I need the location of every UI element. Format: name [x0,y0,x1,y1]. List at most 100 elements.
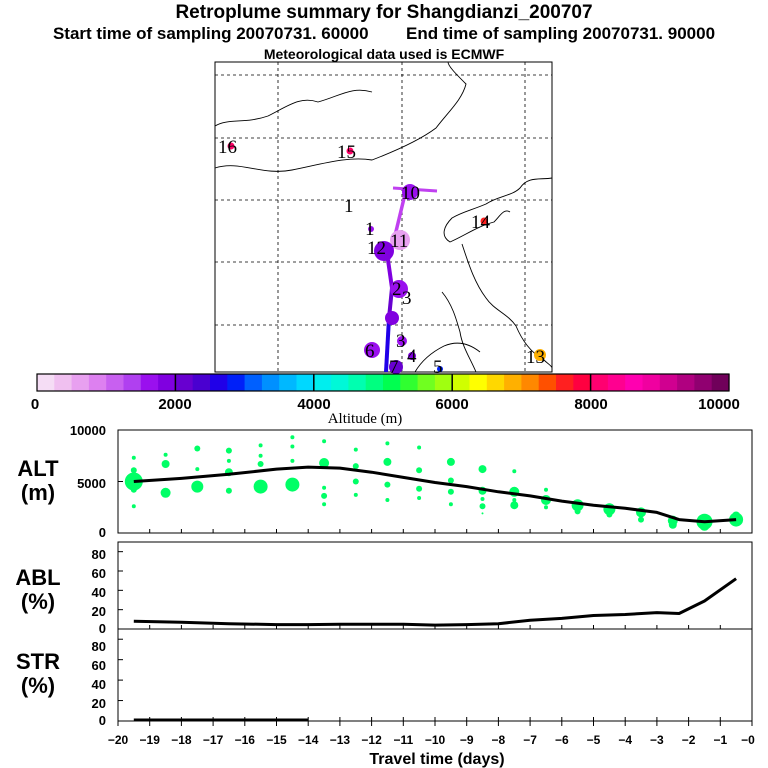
str-panel-frame [117,628,753,722]
x-tick: −12 [361,733,382,747]
colorbar-frame [36,373,730,392]
cluster-label: 10 [401,183,420,204]
colorbar-cell [192,374,211,391]
alt-scatter-point [130,467,137,474]
colorbar-cells [37,374,730,391]
colorbar-cell [227,374,246,391]
alt-scatter-point [160,487,171,498]
cluster-dot-14 [480,217,488,225]
cluster-label: 1 [344,196,354,217]
y-tick-labels: 10000 5000 0 80 60 40 20 0 80 60 40 20 0 [70,423,106,728]
colorbar-cell [123,374,142,391]
colorbar-cell [417,374,436,391]
alt-scatter-point [606,511,613,518]
colorbar-cell [504,374,522,391]
abl-ytick: 80 [92,547,106,562]
border-line [414,342,481,373]
cluster-label: 14 [471,212,491,233]
alt-scatter-point [385,441,390,446]
str-ytick: 40 [92,677,106,692]
colorbar-cell [677,374,695,391]
alt-scatter-points [124,435,744,531]
alt-scatter-point [512,469,517,474]
alt-ytick: 0 [99,525,106,540]
alt-scatter-point [290,458,295,463]
cluster-dot-10 [402,184,418,200]
alt-scatter-point [352,463,359,470]
cluster-dot-7 [389,360,403,374]
alt-scatter-point [322,485,327,490]
colorbar-cell [88,374,107,391]
str-ytick: 0 [99,713,106,728]
colorbar-label: Altitude (m) [328,411,403,427]
cluster-dot-5 [437,366,443,372]
abl-ytick: 60 [92,566,106,581]
colorbar-cell [261,374,280,391]
border-line [214,61,467,172]
x-tick: −10 [425,733,446,747]
trajectory-segment [386,259,394,289]
abl-ytick: 20 [92,604,106,619]
alt-scatter-point [510,501,519,510]
cluster-label: 3 [396,331,406,352]
x-axis-label: Travel time (days) [369,751,504,768]
alt-scatter-point [447,477,454,484]
colorbar-cell [434,374,453,391]
alt-scatter-point [353,447,358,452]
colorbar-cell [106,374,125,391]
cluster-label: 12 [367,238,386,259]
x-tick: −6 [555,733,569,747]
altitude-colorbar: 0 2000 4000 6000 8000 10000 Altitude (m) [31,373,740,427]
alt-scatter-point [258,453,263,458]
alt-scatter-point [480,497,485,501]
alt-scatter-point [478,465,487,474]
cluster-dot-1 [368,226,374,232]
alt-scatter-point [319,458,330,468]
alt-scatter-point [290,444,295,449]
colorbar-cell [590,374,609,391]
alt-scatter-point [226,458,231,463]
alt-scatter-point [732,511,741,520]
x-tick: −15 [266,733,287,747]
alt-scatter-point [383,457,392,466]
str-unit: (%) [21,673,55,698]
colorbar-cell [538,374,557,391]
x-tick: −5 [587,733,601,747]
cluster-dot-3 [385,311,399,325]
colorbar-cell [348,374,367,391]
cluster-label: 15 [337,142,356,163]
colorbar-cell [469,374,488,391]
alt-scatter-point [417,445,422,450]
str-ytick: 60 [92,658,106,673]
x-tick-labels: −20 −19 −18 −17 −16 −15 −14 −13 −12 −11 … [108,733,755,747]
alt-scatter-point [448,502,453,507]
abl-panel-frame [117,541,753,630]
abl-ytick: 0 [99,621,106,636]
alt-scatter-point [131,455,136,460]
trajectory-segment [384,317,391,373]
colorbar-cell [296,374,315,391]
alt-scatter-point [416,467,423,474]
cluster-dot-2 [390,280,408,298]
colorbar-cell [607,374,626,391]
map-gridlines [215,62,552,372]
alt-scatter-point [699,520,710,531]
x-tick: −17 [203,733,224,747]
cluster-labels: 16 15 14 13 1 1 12 11 10 2 3 3 4 5 6 7 [218,137,545,378]
alt-scatter-point [638,516,644,523]
border-line [214,89,373,127]
x-tick: −4 [618,733,632,747]
alt-scatter-point [416,485,423,492]
colorbar-cell [642,374,661,391]
x-tick: −2 [682,733,696,747]
colorbar-cell [521,374,540,391]
alt-scatter-point [446,457,455,466]
colorbar-cell [694,374,713,391]
alt-scatter-point [417,496,422,500]
str-ytick: 20 [92,696,106,711]
cluster-label: 4 [407,346,417,367]
colorbar-cell [210,374,228,391]
alt-median-line [133,465,737,524]
colorbar-cell [486,374,505,391]
alt-scatter-point [290,435,295,440]
